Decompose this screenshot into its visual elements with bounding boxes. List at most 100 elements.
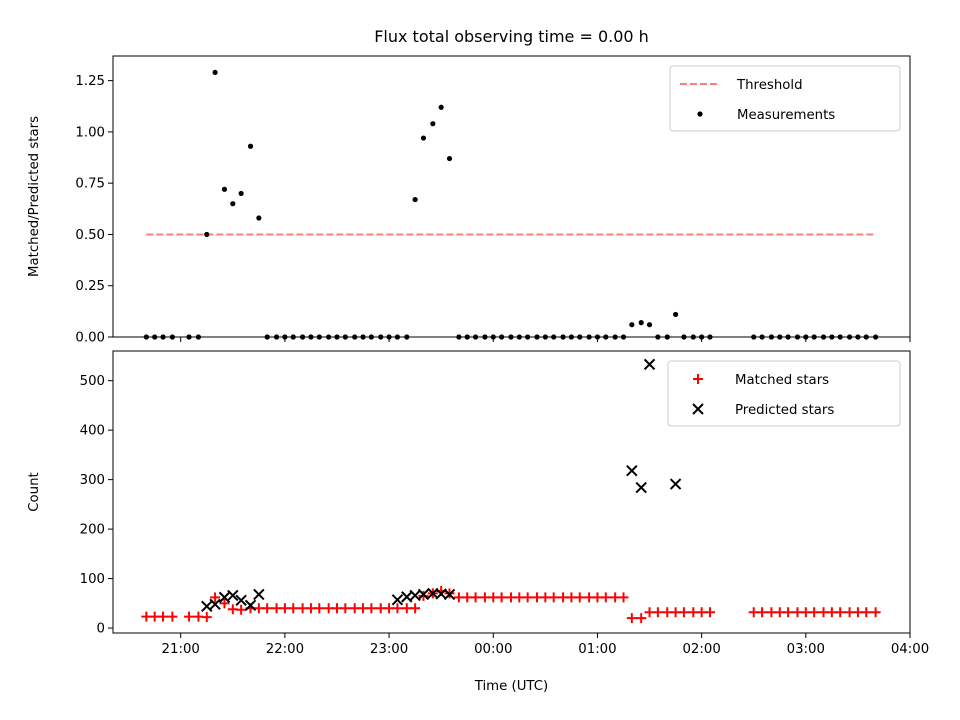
legend-box: [669, 65, 901, 132]
measurement-point: [829, 334, 835, 340]
predicted-star-marker: [443, 588, 456, 601]
matched-star-marker: [558, 592, 569, 603]
predicted-star-marker: [643, 358, 656, 371]
measurement-point: [342, 334, 348, 340]
y-tick-label: 1.00: [75, 125, 105, 140]
predicted-star-marker: [635, 481, 647, 494]
matched-star-marker: [401, 603, 412, 614]
measurement-point: [855, 334, 861, 340]
matched-star-marker: [279, 603, 290, 614]
matched-star-marker: [340, 603, 351, 614]
measurement-point: [603, 334, 609, 340]
measurement-point: [482, 334, 488, 340]
matched-star-marker: [809, 607, 820, 618]
matched-star-marker: [453, 592, 464, 603]
measurement-point: [612, 334, 618, 340]
matched-star-marker: [366, 603, 377, 614]
measurement-point: [316, 334, 322, 340]
matched-star-marker: [505, 592, 516, 603]
y-tick-label: 0.75: [75, 177, 105, 192]
measurement-point: [803, 334, 809, 340]
y-tick-label: 100: [80, 572, 105, 587]
matched-star-marker: [566, 592, 577, 603]
measurement-point: [282, 334, 288, 340]
measurement-point: [655, 334, 661, 340]
measurement-point: [499, 334, 505, 340]
matched-star-marker: [488, 592, 499, 603]
matched-star-marker: [305, 603, 316, 614]
x-axis-label: Time (UTC): [474, 679, 549, 694]
measurement-point: [490, 334, 496, 340]
matched-star-marker: [462, 592, 473, 603]
matched-star-marker: [870, 607, 881, 618]
predicted-star-marker: [235, 594, 247, 607]
y-axis-label: Matched/Predicted stars: [27, 116, 42, 277]
x-tick-label: 03:00: [787, 642, 825, 657]
y-tick-label: 400: [80, 424, 105, 439]
matched-star-marker: [574, 592, 585, 603]
measurement-point: [464, 334, 470, 340]
matched-star-marker: [236, 604, 247, 615]
measurement-point: [300, 334, 306, 340]
measurement-point: [568, 334, 575, 340]
measurement-point: [873, 334, 879, 340]
measurement-point: [290, 334, 296, 340]
matched-star-marker: [757, 607, 768, 618]
x-tick-label: 02:00: [682, 642, 720, 657]
y-tick-label: 500: [80, 374, 105, 389]
y-axis-label: Count: [27, 472, 42, 512]
y-tick-label: 0: [97, 622, 105, 637]
legend-predicted-swatch: [692, 403, 704, 415]
measurement-point: [551, 334, 557, 340]
matched-star-marker: [375, 603, 386, 614]
y-tick-label: 0.00: [75, 331, 105, 346]
legend-label: Measurements: [737, 108, 835, 123]
matched-star-marker: [496, 592, 507, 603]
matched-star-marker: [548, 592, 559, 603]
measurement-point: [837, 334, 843, 340]
matched-star-marker: [540, 592, 551, 603]
measurement-point: [360, 334, 366, 340]
matched-star-marker: [349, 603, 360, 614]
matched-star-marker: [696, 607, 707, 618]
matched-star-marker: [479, 592, 490, 603]
matched-star-marker: [297, 603, 308, 614]
matched-star-marker: [331, 603, 342, 614]
bottom-panel-counts: 0 100 200 300 400 500 21:00 22:00 23:00 00:00 01:0…: [27, 350, 929, 694]
matched-star-marker: [227, 604, 238, 615]
measurement-point: [386, 334, 392, 340]
measurement-point: [456, 334, 462, 340]
matched-star-marker: [141, 611, 152, 622]
predicted-star-marker: [253, 588, 265, 601]
predicted-star-marker: [227, 589, 239, 602]
measurement-point: [525, 334, 531, 340]
measurement-point: [394, 334, 401, 340]
matched-star-marker: [514, 592, 525, 603]
legend-matched-swatch: [693, 374, 703, 384]
measurement-point: [672, 311, 679, 318]
legend-measurement-swatch: [697, 111, 703, 117]
measurement-point: [404, 334, 410, 340]
matched-star-marker: [678, 607, 689, 618]
predicted-star-marker: [209, 598, 221, 611]
measurement-point: [759, 334, 765, 340]
measurement-point: [751, 334, 757, 340]
predicted-star-marker: [218, 591, 231, 604]
matched-star-marker: [253, 603, 264, 614]
measurement-point: [212, 69, 218, 76]
matched-star-marker: [167, 611, 178, 622]
measurement-point: [664, 334, 670, 340]
legend-box: [667, 360, 901, 427]
matched-star-marker: [652, 607, 663, 618]
y-tick-label: 0.25: [75, 279, 105, 294]
measurement-point: [560, 334, 566, 340]
top-panel-flux-ratio: 0.00 0.25 0.50 0.75 1.00 1.25 Matched/Predicte…: [27, 27, 911, 346]
matched-star-marker: [219, 598, 230, 609]
predicted-star-marker: [201, 600, 213, 612]
measurement-point: [230, 201, 236, 207]
x-tick-label: 01:00: [578, 642, 616, 657]
matched-star-marker: [418, 590, 429, 601]
y-tick-label: 200: [80, 523, 105, 538]
matched-star-marker: [636, 613, 647, 624]
matched-star-marker: [800, 607, 811, 618]
